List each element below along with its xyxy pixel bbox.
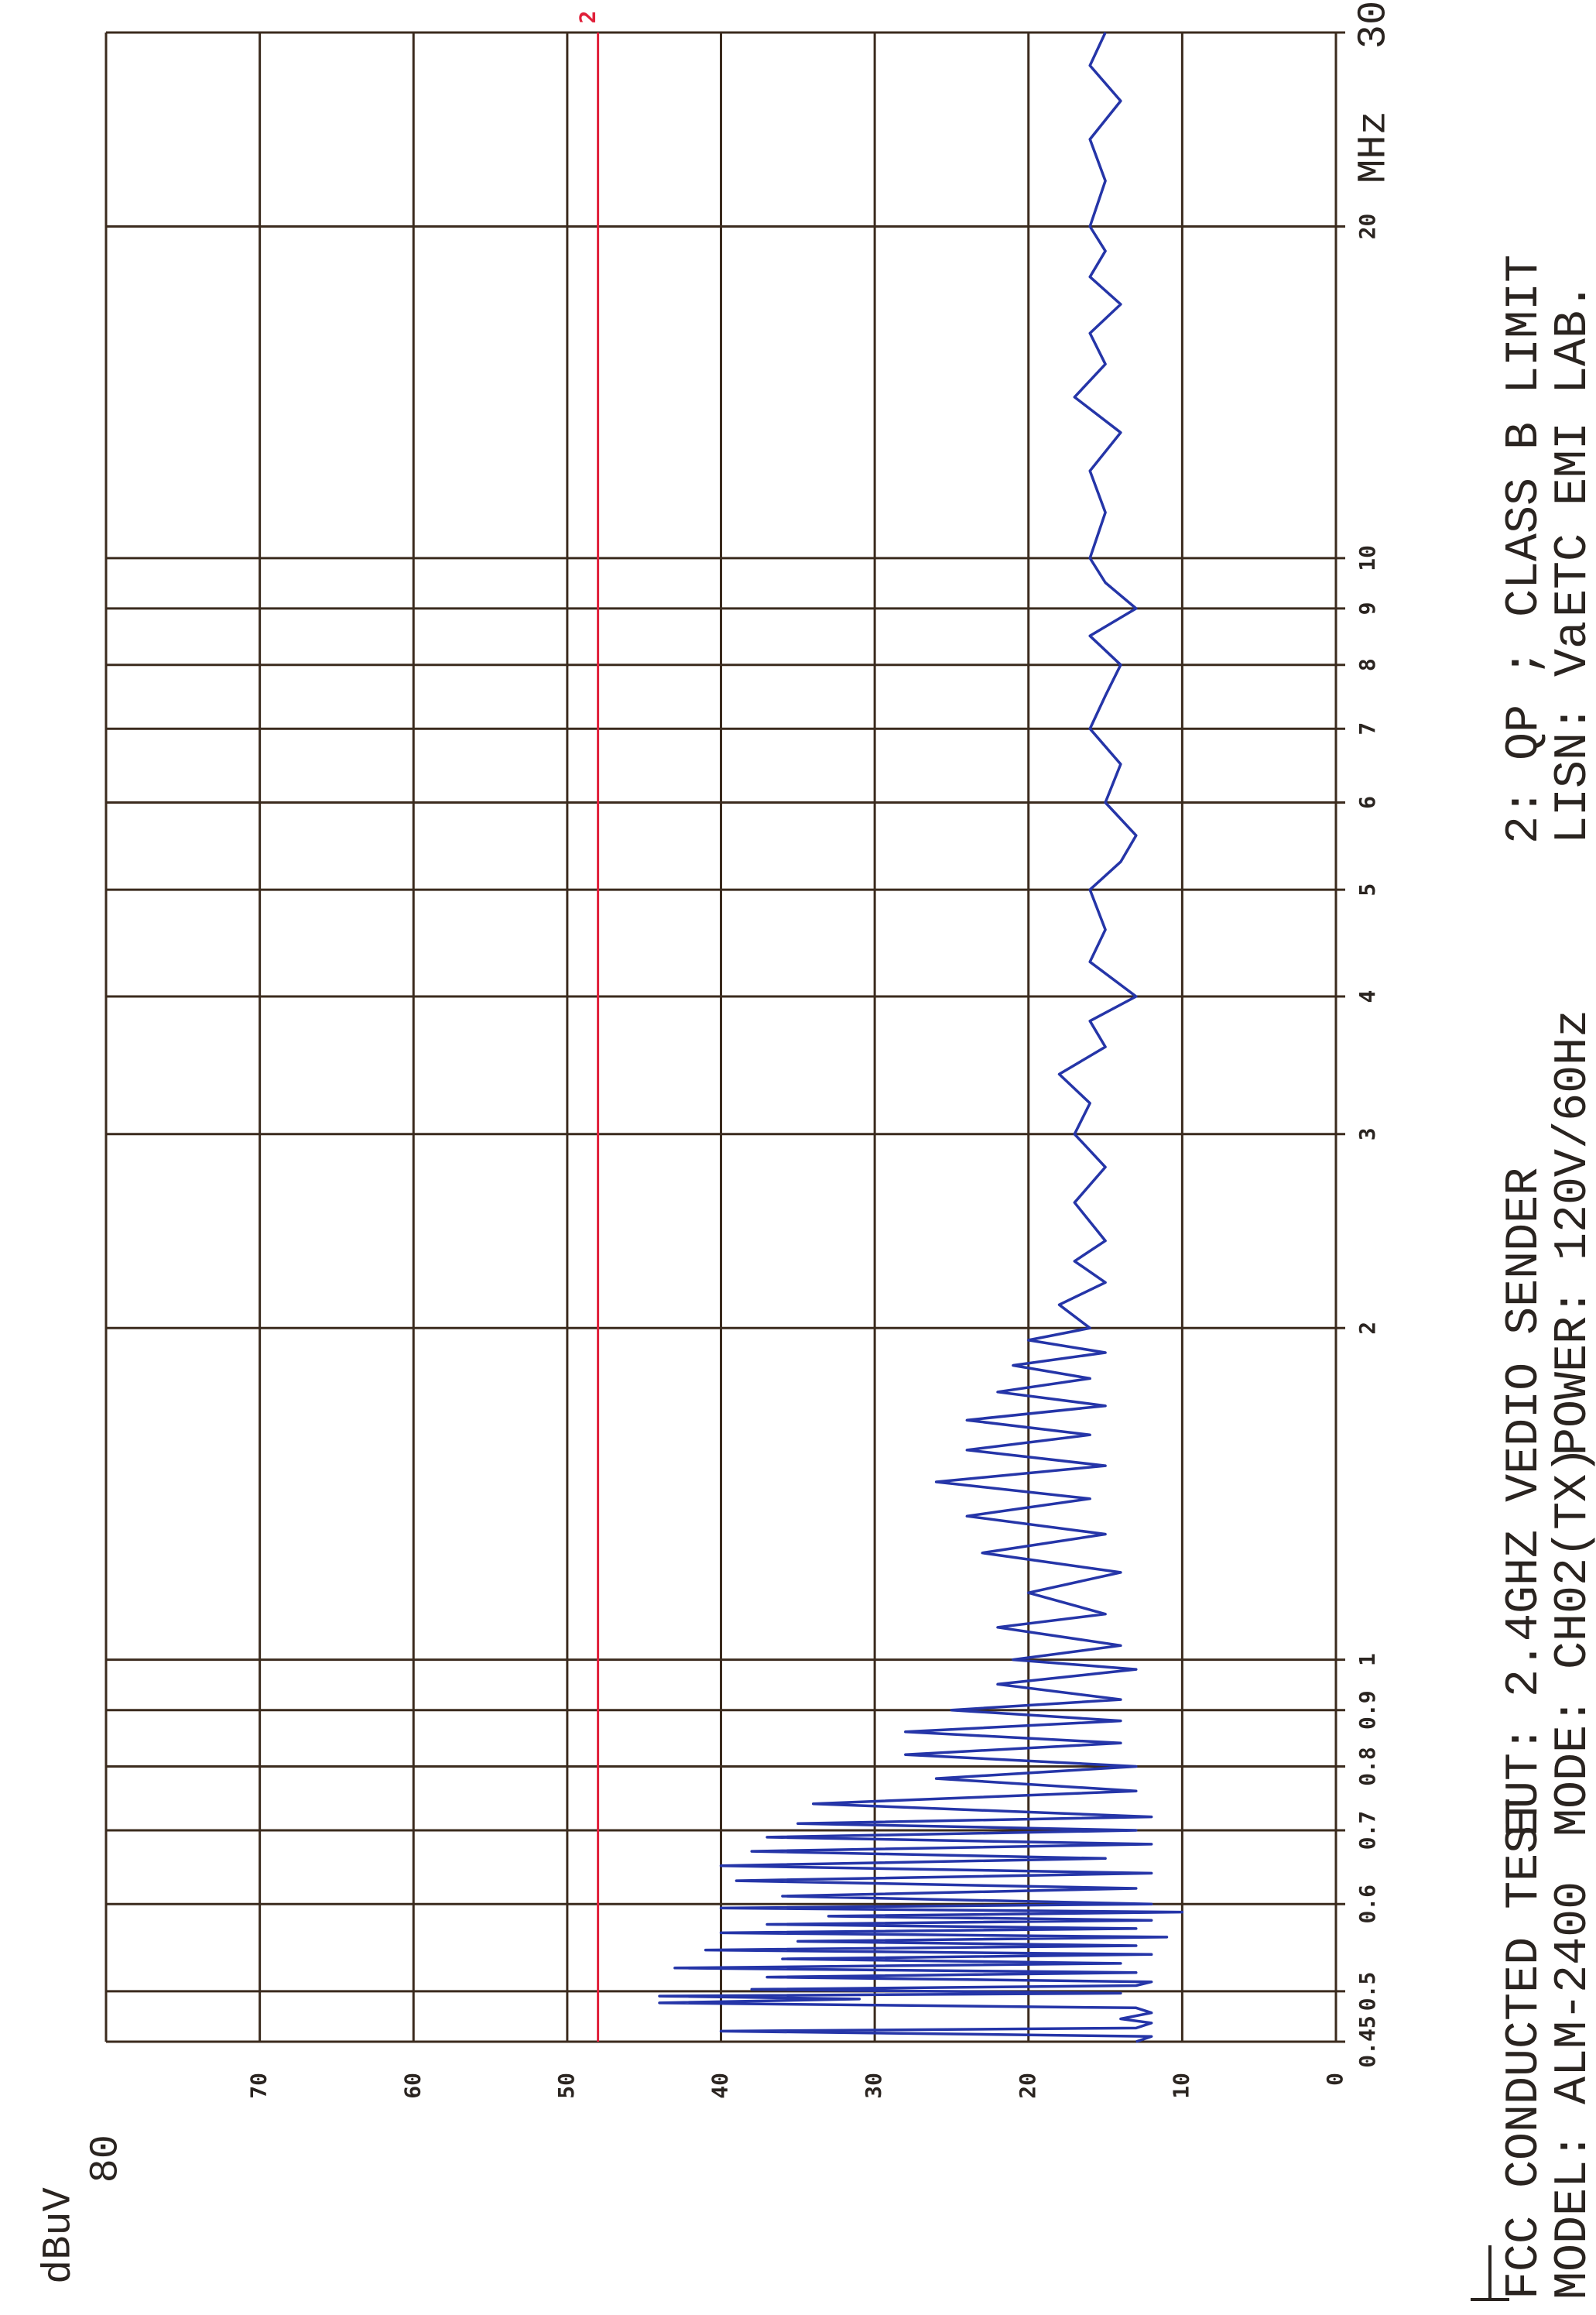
annotation: MODE: CH02(TX)	[1547, 1446, 1596, 1837]
y-tick-label: 40	[707, 2073, 733, 2099]
rotated-plot: dBuV MHz FCC CONDUCTED TEST MODEL: ALM-2…	[36, 1, 1596, 2301]
annotation: POWER: 120V/60Hz	[1547, 1010, 1596, 1456]
y-tick-label: 80	[84, 2135, 129, 2183]
y-tick-label: 70	[246, 2073, 272, 2099]
x-tick-label: 5	[1355, 883, 1380, 897]
x-tick-label: 0.45	[1355, 2015, 1380, 2067]
annotation: 2: QP ;	[1498, 649, 1551, 844]
y-tick-label: 10	[1168, 2073, 1194, 2099]
x-tick-label: 3	[1355, 1127, 1380, 1140]
y-tick-label: 60	[399, 2073, 425, 2099]
x-tick-label: 10	[1355, 545, 1380, 571]
annotation: CLASS B LIMIT	[1498, 255, 1551, 617]
y-axis-label: dBuV	[36, 2187, 82, 2284]
trace	[658, 32, 1184, 2043]
y-tick-label: 30	[861, 2073, 886, 2099]
annotation: ETC EMI LAB.	[1547, 283, 1596, 617]
x-tick-label: 0.5	[1355, 1972, 1380, 2011]
x-tick-label: 20	[1355, 214, 1380, 240]
x-tick-label: 1	[1355, 1653, 1380, 1666]
annotation: MODEL: ALM-2400	[1547, 1881, 1596, 2300]
x-tick-label: 0.9	[1355, 1690, 1380, 1730]
x-tick-label: 4	[1355, 990, 1380, 1003]
limit-label: 2	[575, 11, 601, 24]
x-tick-label: 7	[1355, 722, 1380, 736]
x-tick-label: 9	[1355, 602, 1380, 616]
annotation: LISN: Va	[1547, 621, 1596, 844]
x-tick-label: 0.6	[1355, 1885, 1380, 1924]
x-tick-label: 2	[1355, 1322, 1380, 1335]
x-axis-unit: MHz	[1351, 111, 1397, 183]
y-tick-label: 50	[553, 2073, 579, 2099]
legend-line-style	[1471, 2245, 1509, 2301]
x-tick-label: 0.8	[1355, 1747, 1380, 1786]
y-tick-label: 20	[1015, 2073, 1040, 2099]
y-tick-label: 0	[1322, 2073, 1348, 2086]
x-tick-label: 30	[1351, 1, 1397, 49]
x-tick-label: 0.7	[1355, 1811, 1380, 1850]
x-tick-label: 6	[1355, 796, 1380, 809]
x-tick-label: 8	[1355, 658, 1380, 671]
annotation: EUT: 2.4GHZ VEDIO SENDER	[1498, 1168, 1551, 1837]
annotation: FCC CONDUCTED TEST	[1498, 1798, 1551, 2300]
